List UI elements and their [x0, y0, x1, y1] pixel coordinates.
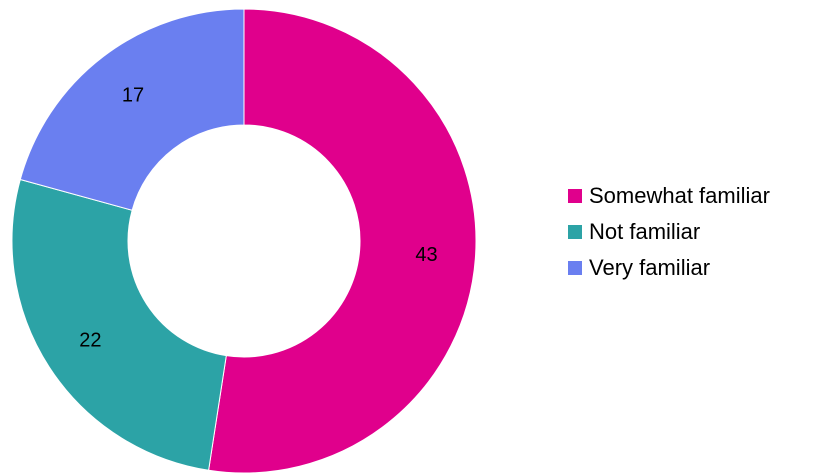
legend-label: Somewhat familiar	[589, 183, 770, 208]
chart-legend: Somewhat familiar Not familiar Very famili…	[568, 178, 770, 286]
legend-item-not-familiar: Not familiar	[568, 214, 770, 250]
slice-very-familiar	[19, 8, 245, 211]
legend-item-very-familiar: Very familiar	[568, 250, 770, 286]
legend-label: Very familiar	[589, 255, 711, 280]
data-label-not-familiar: 22	[79, 329, 101, 351]
slice-somewhat-familiar	[208, 8, 477, 473]
legend-swatch	[568, 261, 582, 275]
legend-item-somewhat-familiar: Somewhat familiar	[568, 178, 770, 214]
donut-slices	[11, 8, 477, 473]
legend-swatch	[568, 225, 582, 239]
legend-label: Not familiar	[589, 219, 701, 244]
legend-swatch	[568, 189, 582, 203]
data-labels: 43 22 17	[79, 84, 437, 351]
data-label-very-familiar: 17	[122, 84, 144, 106]
slice-not-familiar	[11, 178, 227, 471]
data-label-somewhat-familiar: 43	[415, 244, 437, 266]
